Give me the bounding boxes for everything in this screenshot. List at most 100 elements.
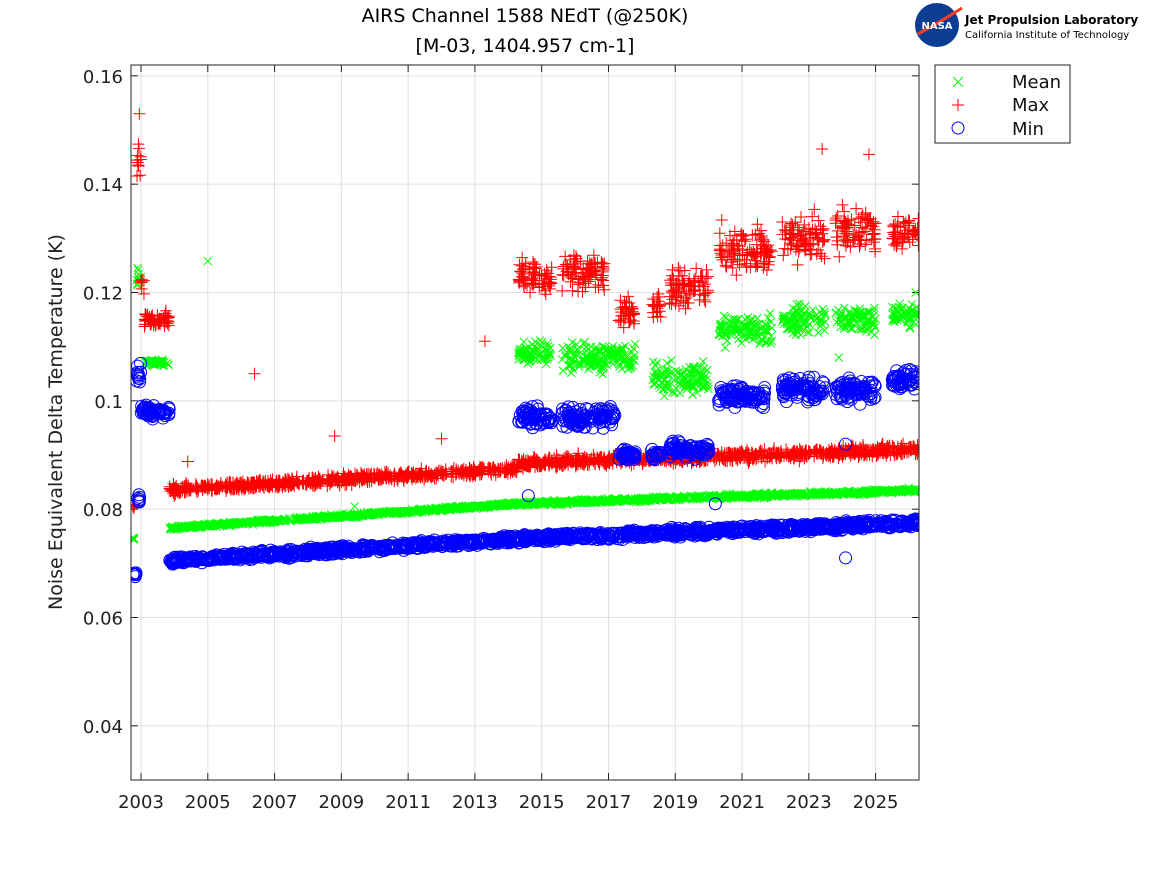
mean-point bbox=[172, 524, 181, 533]
max-point bbox=[792, 245, 805, 258]
mean-point bbox=[416, 504, 426, 514]
mean-point bbox=[229, 517, 239, 527]
mean-point bbox=[436, 505, 445, 515]
mean-point bbox=[311, 514, 321, 524]
mean-point bbox=[737, 491, 747, 501]
mean-point bbox=[613, 345, 622, 355]
axis-ticks: 2003 2005 2007 2009 2011 2013 2015 2017 2019 2021… bbox=[83, 65, 919, 813]
mean-point bbox=[578, 497, 588, 506]
max-point bbox=[674, 264, 687, 277]
mean-point bbox=[566, 499, 575, 508]
mean-point bbox=[404, 507, 414, 516]
max-point bbox=[478, 335, 491, 348]
mean-point bbox=[631, 494, 641, 504]
y-tick-label: 0.06 bbox=[83, 609, 123, 630]
mean-point bbox=[162, 358, 172, 368]
mean-point bbox=[813, 328, 823, 337]
mean-point bbox=[543, 338, 552, 348]
nasa-badge-text: NASA bbox=[921, 21, 952, 32]
mean-point bbox=[174, 523, 184, 533]
mean-point bbox=[220, 518, 230, 528]
mean-point bbox=[540, 354, 550, 364]
jpl-logo: NASA Jet Propulsion Laboratory Californi… bbox=[915, 3, 1138, 47]
mean-point bbox=[574, 362, 584, 372]
max-point bbox=[862, 148, 875, 161]
mean-point bbox=[152, 359, 162, 368]
mean-point bbox=[897, 488, 906, 497]
max-point bbox=[189, 482, 202, 495]
mean-point bbox=[238, 519, 247, 529]
mean-point bbox=[720, 343, 730, 352]
mean-point bbox=[766, 317, 776, 327]
max-point bbox=[833, 250, 846, 263]
max-point bbox=[903, 236, 916, 249]
max-point bbox=[757, 258, 770, 271]
max-point bbox=[137, 287, 150, 300]
mean-point bbox=[861, 489, 870, 499]
mean-point bbox=[574, 346, 583, 355]
mean-point bbox=[586, 497, 595, 506]
x-tick-label: 2019 bbox=[652, 792, 698, 813]
mean-point bbox=[625, 358, 635, 368]
mean-point bbox=[746, 492, 756, 502]
mean-point bbox=[424, 505, 433, 514]
x-tick-label: 2017 bbox=[586, 792, 632, 813]
mean-point bbox=[567, 355, 577, 364]
mean-point bbox=[545, 343, 555, 353]
chart-title: AIRS Channel 1588 NEdT (@250K) bbox=[362, 5, 689, 27]
mean-point bbox=[316, 512, 326, 522]
jpl-subtitle: California Institute of Technology bbox=[965, 30, 1129, 41]
max-point bbox=[672, 261, 685, 274]
mean-point bbox=[146, 359, 155, 368]
max-point bbox=[816, 142, 829, 155]
mean-point bbox=[275, 516, 285, 526]
x-tick-label: 2009 bbox=[318, 792, 364, 813]
mean-point bbox=[186, 521, 196, 531]
mean-point bbox=[880, 485, 890, 495]
mean-point bbox=[667, 356, 676, 365]
y-tick-label: 0.12 bbox=[83, 284, 123, 305]
mean-point bbox=[552, 499, 562, 509]
mean-point bbox=[806, 488, 816, 498]
mean-point bbox=[905, 485, 914, 494]
y-tick-label: 0.04 bbox=[83, 717, 123, 738]
mean-point bbox=[900, 486, 910, 496]
max-point bbox=[730, 269, 743, 282]
jpl-name: Jet Propulsion Laboratory bbox=[964, 13, 1138, 27]
mean-point bbox=[676, 493, 686, 503]
max-point bbox=[248, 367, 261, 380]
mean-point bbox=[526, 351, 535, 360]
mean-point bbox=[910, 487, 919, 497]
series-mean bbox=[131, 256, 919, 544]
mean-point bbox=[595, 496, 604, 506]
mean-point bbox=[575, 359, 585, 369]
mean-point bbox=[759, 493, 769, 503]
mean-point bbox=[427, 504, 437, 514]
mean-point bbox=[453, 502, 462, 511]
mean-point bbox=[251, 517, 261, 527]
mean-point bbox=[542, 354, 552, 364]
max-point bbox=[134, 169, 147, 182]
mean-point bbox=[821, 490, 831, 500]
x-tick-label: 2005 bbox=[185, 792, 231, 813]
max-point bbox=[733, 258, 746, 271]
mean-point bbox=[567, 368, 576, 378]
mean-point bbox=[581, 495, 591, 505]
mean-point bbox=[543, 497, 552, 507]
x-tick-label: 2013 bbox=[452, 792, 498, 813]
max-point bbox=[869, 245, 882, 258]
max-point bbox=[713, 227, 726, 240]
mean-point bbox=[479, 502, 489, 511]
mean-point bbox=[514, 351, 524, 361]
mean-point bbox=[663, 495, 672, 505]
mean-point bbox=[200, 520, 210, 530]
mean-point bbox=[131, 534, 138, 544]
max-point bbox=[328, 430, 341, 443]
mean-point bbox=[154, 359, 164, 368]
mean-point bbox=[641, 494, 650, 504]
mean-point bbox=[498, 501, 508, 511]
mean-point bbox=[614, 497, 623, 506]
max-point bbox=[751, 218, 764, 231]
max-point bbox=[617, 321, 630, 334]
